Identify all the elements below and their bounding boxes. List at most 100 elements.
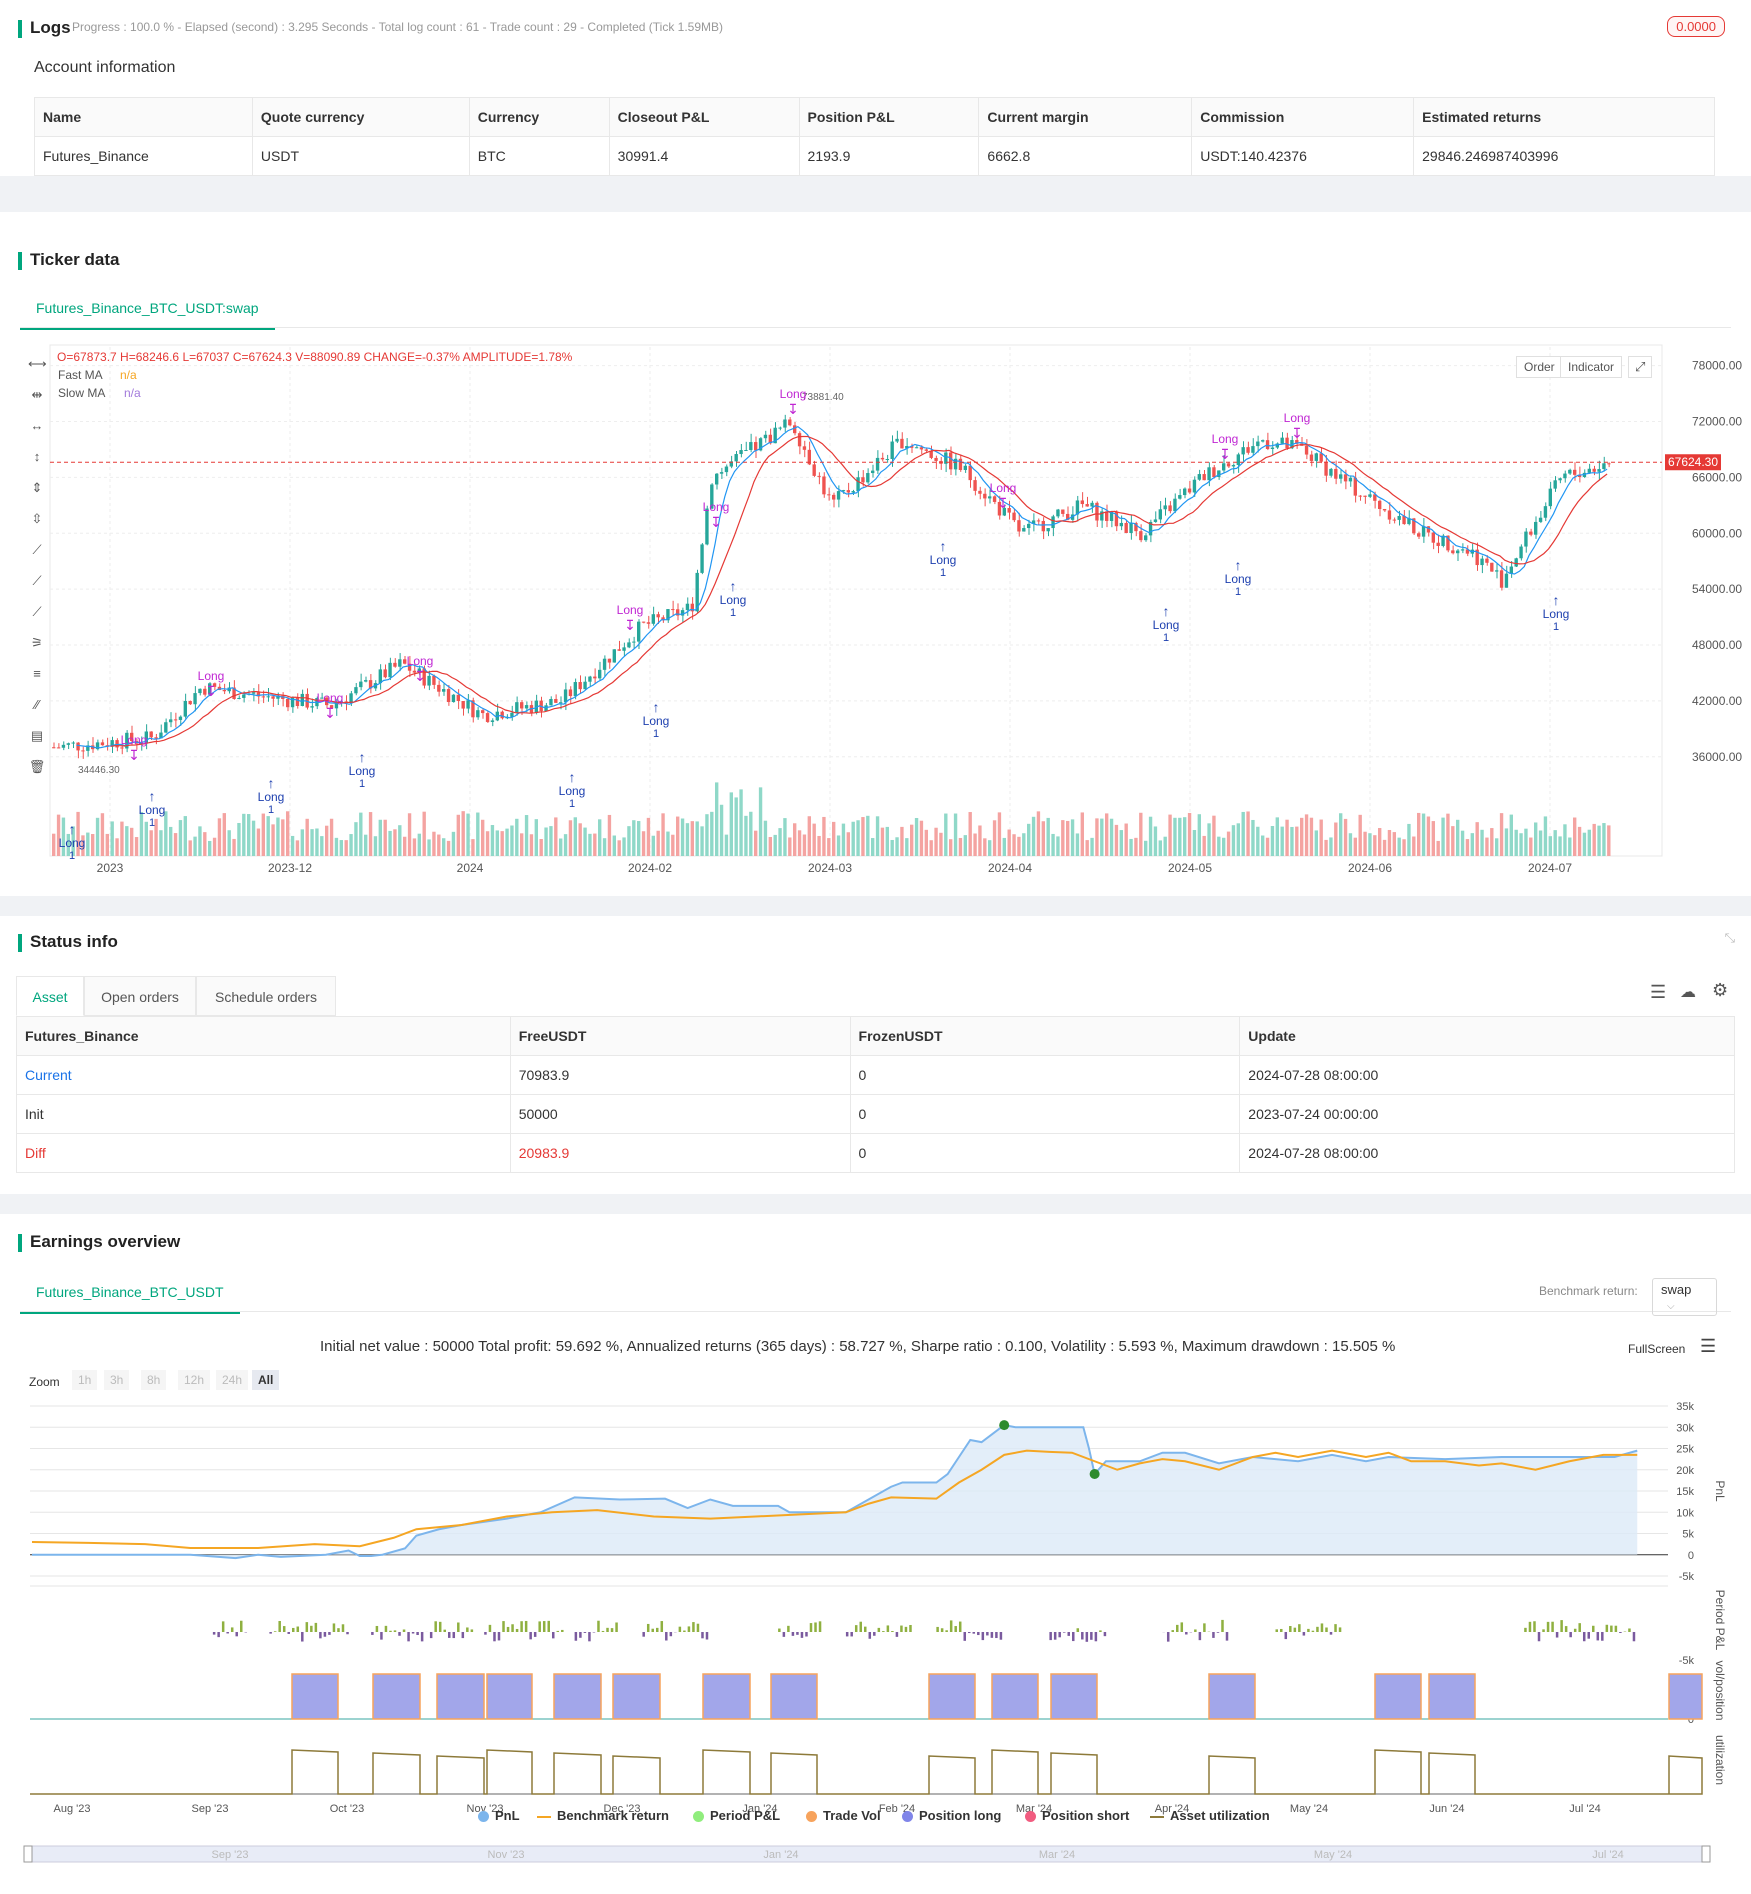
volume-bar bbox=[1460, 830, 1465, 856]
status-tab-open-orders[interactable]: Open orders bbox=[84, 976, 196, 1016]
volume-bar bbox=[359, 812, 363, 856]
vertical-ray-icon[interactable]: ⇕ bbox=[31, 480, 43, 495]
volume-bar bbox=[56, 814, 61, 856]
period-pnl-bar bbox=[1537, 1632, 1541, 1642]
zoom-button-12h[interactable]: 12h bbox=[178, 1370, 211, 1390]
trend-line-icon[interactable]: ⟋ bbox=[32, 542, 42, 557]
candle-body bbox=[607, 658, 612, 663]
legend-item[interactable]: Benchmark return bbox=[537, 1808, 669, 1823]
volume-bar bbox=[1480, 829, 1484, 856]
candle-body bbox=[1441, 535, 1445, 546]
legend-item[interactable]: Period P&L bbox=[693, 1808, 780, 1823]
segment-icon[interactable]: ⟋ bbox=[32, 604, 42, 619]
candle-body bbox=[895, 438, 899, 442]
legend-item[interactable]: Trade Vol bbox=[806, 1808, 881, 1823]
volume-bar bbox=[1022, 833, 1026, 856]
vertical-line-icon[interactable]: ↕ bbox=[33, 449, 41, 464]
legend-item[interactable]: Position short bbox=[1025, 1808, 1129, 1823]
vertical-segment-icon[interactable]: ⇳ bbox=[31, 511, 43, 526]
status-cell: 0 bbox=[849, 1055, 1241, 1095]
zoom-button-8h[interactable]: 8h bbox=[141, 1370, 167, 1390]
y-tick-label: 42000.00 bbox=[1692, 694, 1742, 708]
ticker-tab[interactable]: Futures_Binance_BTC_USDT:swap bbox=[20, 288, 275, 330]
earnings-chart[interactable]: 35k 30k 25k 20k 15k 10k 5k 0 -5k PnL -5k Period P&L… bbox=[0, 1214, 1751, 1894]
entry-qty-label: 1 bbox=[268, 804, 274, 816]
zoom-button-3h[interactable]: 3h bbox=[104, 1370, 130, 1390]
benchmark-select[interactable]: swap ⌵ bbox=[1652, 1278, 1717, 1316]
candle-body bbox=[388, 662, 392, 678]
candle-body bbox=[846, 490, 850, 493]
logs-panel: Logs Progress : 100.0 % - Elapsed (secon… bbox=[0, 0, 1751, 176]
legend-item[interactable]: PnL bbox=[478, 1808, 520, 1823]
candle-body bbox=[1285, 437, 1289, 449]
table-row: Diff 20983.9 0 2024-07-28 08:00:00 bbox=[16, 1133, 1735, 1173]
candle-body bbox=[929, 450, 933, 458]
candle-body bbox=[690, 603, 694, 612]
period-pnl-bar bbox=[800, 1632, 804, 1638]
candles bbox=[52, 414, 1611, 759]
candle-body bbox=[1046, 528, 1050, 532]
gear-icon[interactable]: ⚙ bbox=[1712, 980, 1729, 1000]
volume-bar bbox=[768, 836, 772, 856]
pnl-tick-label: 15k bbox=[1676, 1486, 1694, 1498]
cloud-icon[interactable]: ☁ bbox=[1680, 984, 1696, 1001]
zoom-button-all[interactable]: All bbox=[252, 1370, 280, 1390]
volume-bar bbox=[344, 840, 348, 856]
legend-item[interactable]: Asset utilization bbox=[1150, 1808, 1270, 1823]
vol-axis-label: vol/position bbox=[1713, 1660, 1727, 1720]
zoom-button-24h[interactable]: 24h bbox=[216, 1370, 249, 1390]
fullscreen-button[interactable]: FullScreen bbox=[1628, 1342, 1686, 1356]
text-icon[interactable]: ≡ bbox=[33, 666, 41, 681]
fib-icon[interactable]: ▤ bbox=[30, 728, 44, 743]
legend-item[interactable]: Position long bbox=[902, 1808, 1001, 1823]
candle-body bbox=[1538, 517, 1543, 522]
zoom-button-1h[interactable]: 1h bbox=[72, 1370, 98, 1390]
candle-body bbox=[1280, 437, 1284, 444]
status-tab-asset[interactable]: Asset bbox=[16, 976, 84, 1016]
extended-line-icon[interactable]: ↔ bbox=[30, 418, 44, 433]
earnings-tab[interactable]: Futures_Binance_BTC_USDT bbox=[20, 1272, 240, 1314]
expand-icon[interactable]: ⤢ bbox=[1628, 356, 1653, 378]
period-pnl-bar bbox=[457, 1622, 460, 1632]
price-range-icon[interactable]: ⚞ bbox=[31, 635, 43, 650]
order-button[interactable]: Order bbox=[1516, 356, 1563, 378]
volume-bar bbox=[1075, 833, 1080, 856]
volume-bar bbox=[832, 821, 836, 856]
horizontal-line-icon[interactable]: ⟷ bbox=[28, 356, 47, 371]
volume-bar bbox=[500, 831, 504, 856]
status-title: Status info bbox=[18, 932, 118, 952]
volume-bar bbox=[1553, 830, 1557, 856]
candle-body bbox=[1475, 549, 1479, 566]
candle-body bbox=[271, 696, 275, 699]
collapse-icon[interactable]: ⤡ bbox=[1724, 930, 1735, 945]
account-cell: 6662.8 bbox=[978, 136, 1193, 176]
volume-bar bbox=[588, 833, 592, 856]
candle-body bbox=[208, 683, 212, 695]
volume-bar bbox=[656, 830, 660, 856]
candle-body bbox=[329, 705, 334, 709]
volume-bar bbox=[905, 838, 909, 856]
status-tab-schedule-orders[interactable]: Schedule orders bbox=[196, 976, 336, 1016]
horizontal-ray-icon[interactable]: ⇹ bbox=[31, 387, 43, 402]
period-pnl-bar bbox=[1632, 1632, 1636, 1642]
slow-ma-label: Slow MA bbox=[58, 386, 106, 400]
candle-body bbox=[890, 441, 894, 460]
trash-icon[interactable]: 🗑 bbox=[28, 759, 46, 774]
menu-icon[interactable]: ☰ bbox=[1700, 1336, 1717, 1356]
list-icon[interactable]: ☰ bbox=[1650, 982, 1667, 1002]
volume-bar bbox=[368, 812, 373, 856]
candle-body bbox=[422, 668, 426, 686]
candle-body bbox=[1075, 500, 1080, 515]
benchmark-label: Benchmark return: bbox=[1539, 1284, 1638, 1298]
candle-body bbox=[1529, 531, 1533, 535]
volume-bar bbox=[1358, 814, 1362, 856]
candle-body bbox=[1329, 468, 1333, 476]
parallel-channel-icon[interactable]: ⁄⁄ bbox=[34, 697, 40, 712]
volume-bar bbox=[1124, 823, 1128, 856]
indicator-button[interactable]: Indicator bbox=[1560, 356, 1623, 378]
volume-bar bbox=[846, 832, 850, 856]
period-pnl-bar bbox=[1171, 1630, 1174, 1632]
ray-icon[interactable]: ⟋ bbox=[32, 573, 42, 588]
period-pnl-bar bbox=[610, 1628, 614, 1632]
candlestick-chart[interactable]: 78000.00 72000.00 66000.00 60000.00 54000.00… bbox=[0, 212, 1751, 896]
